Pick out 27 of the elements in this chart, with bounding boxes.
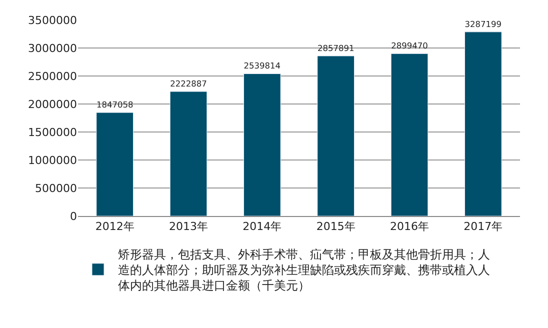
bar xyxy=(170,91,208,216)
y-tick-label: 500000 xyxy=(35,182,77,195)
data-label: 2857891 xyxy=(317,42,354,53)
bar xyxy=(464,32,502,216)
data-label: 3287199 xyxy=(464,18,502,29)
data-label: 2539814 xyxy=(244,60,281,71)
x-tick-label: 2013年 xyxy=(169,220,208,234)
data-label: 2222887 xyxy=(170,78,207,88)
y-tick-label: 1500000 xyxy=(28,126,77,139)
x-tick-label: 2015年 xyxy=(316,220,356,234)
y-tick-label: 1000000 xyxy=(28,154,77,167)
y-tick-label: 0 xyxy=(70,210,77,223)
x-tick-label: 2017年 xyxy=(464,220,503,234)
y-tick-label: 3000000 xyxy=(28,42,77,55)
x-tick-label: 2012年 xyxy=(95,220,134,234)
data-label: 2899470 xyxy=(391,40,428,51)
bar xyxy=(244,74,281,216)
y-tick-label: 2000000 xyxy=(28,98,77,111)
y-tick-label: 2500000 xyxy=(28,70,77,83)
legend-label: 矫形器具，包括支具、外科手术带、疝气带；甲板及其他骨折用具；人造的人体部分；助听器及为弥补生理缺陷或残疾而穿戴、携带或植入人体内的其他器具进口金额（千美元） xyxy=(118,248,490,293)
y-tick-label: 3500000 xyxy=(28,14,77,27)
bar xyxy=(390,53,428,216)
data-label: 1847058 xyxy=(96,99,134,110)
x-tick-label: 2016年 xyxy=(390,220,429,234)
bar xyxy=(317,56,354,216)
x-tick-label: 2014年 xyxy=(242,220,282,234)
bar xyxy=(96,112,134,216)
